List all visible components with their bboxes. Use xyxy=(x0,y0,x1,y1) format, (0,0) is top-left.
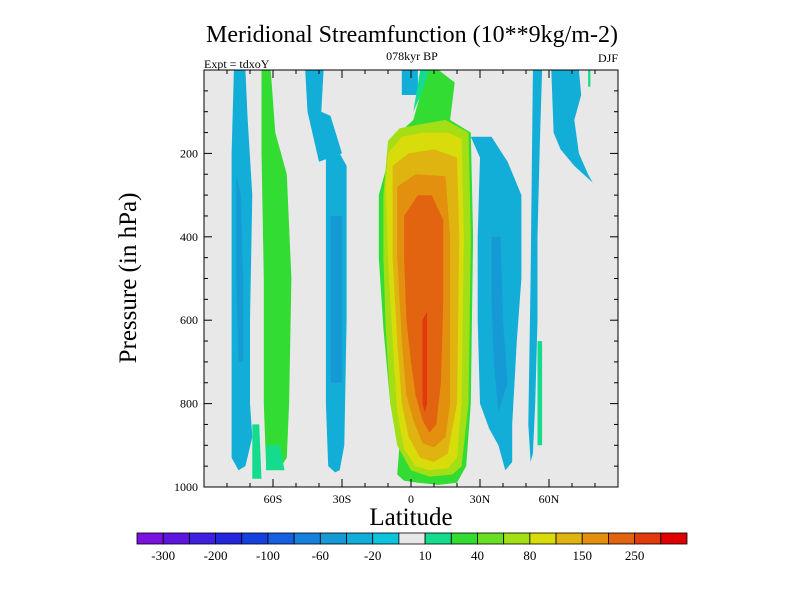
colorbar-swatch xyxy=(241,532,269,545)
colorbar-swatch xyxy=(477,532,505,545)
nh-negative-core xyxy=(491,236,508,412)
colorbar-swatch xyxy=(136,532,164,545)
colorbar-swatch xyxy=(372,532,400,545)
colorbar-swatch xyxy=(319,532,347,545)
sh-ferrel-positive-edge xyxy=(266,445,285,471)
colorbar-swatch xyxy=(215,532,243,545)
colorbar-swatch xyxy=(267,532,295,545)
colorbar-label: 10 xyxy=(419,548,432,563)
y-axis-label: Pressure (in hPa) xyxy=(115,193,142,364)
colorbar-label: 40 xyxy=(471,548,484,563)
winter-hadley-contour-10 xyxy=(413,70,430,112)
axis-ticks: 60S 30S 0 30N 60N 200 400 600 800 1000 xyxy=(174,70,618,506)
x-tick-label: 60S xyxy=(264,492,283,506)
x-axis-label: Latitude xyxy=(369,504,452,531)
colorbar-label: -100 xyxy=(256,548,280,563)
nh-positive-sliver xyxy=(537,341,543,446)
x-tick-label: 0 xyxy=(408,492,414,506)
y-tick-label: 600 xyxy=(180,313,198,327)
colorbar-swatch xyxy=(608,532,636,545)
colorbar-label: 80 xyxy=(523,548,536,563)
colorbar-swatch xyxy=(293,532,321,545)
colorbar-swatch xyxy=(581,532,609,545)
plot-area: 60S 30S 0 30N 60N 200 400 600 800 1000 xyxy=(174,69,619,506)
chart-subtitle-right: DJF xyxy=(598,51,618,65)
colorbar-swatch xyxy=(529,532,557,545)
sh-polar-negative-core xyxy=(236,174,244,362)
colorbar-swatch xyxy=(555,532,583,545)
nh-polar-negative-patch xyxy=(551,70,593,183)
colorbar-swatch xyxy=(660,532,688,545)
chart-subtitle-center: 078kyr BP xyxy=(386,49,438,63)
colorbar-swatch xyxy=(450,532,478,545)
colorbar: -300 -200 -100 -60 -20 10 40 80 150 250 xyxy=(136,532,688,563)
colorbar-swatch xyxy=(634,532,662,545)
colorbar-swatch xyxy=(398,532,426,545)
x-tick-label: 60N xyxy=(539,492,560,506)
sh-ferrel-lower-edge xyxy=(252,424,262,479)
nh-polar-positive-sliver xyxy=(588,70,591,87)
colorbar-label: -60 xyxy=(312,548,329,563)
nh-midlat-negative-strip xyxy=(528,70,543,462)
sh-upper-negative-patch xyxy=(305,70,342,162)
colorbar-label: 150 xyxy=(572,548,592,563)
colorbar-label: -300 xyxy=(151,548,175,563)
y-tick-label: 1000 xyxy=(174,480,198,494)
winter-hadley-contour-200 xyxy=(404,195,444,433)
colorbar-swatch xyxy=(162,532,190,545)
contour-cells xyxy=(231,70,593,485)
tropical-upper-strip xyxy=(401,70,418,95)
colorbar-swatch xyxy=(424,532,452,545)
winter-hadley-contour-250 xyxy=(422,311,428,412)
sh-ferrel-positive-cell xyxy=(261,70,292,471)
y-tick-label: 400 xyxy=(180,230,198,244)
colorbar-swatch xyxy=(188,532,216,545)
colorbar-swatch xyxy=(346,532,374,545)
y-tick-label: 800 xyxy=(180,397,198,411)
colorbar-label: -20 xyxy=(364,548,381,563)
colorbar-label: 250 xyxy=(625,548,645,563)
chart-subtitle-left: Expt = tdxoY xyxy=(204,57,270,71)
y-tick-label: 200 xyxy=(180,146,198,160)
x-tick-label: 30S xyxy=(333,492,352,506)
chart-title: Meridional Streamfunction (10**9kg/m-2) xyxy=(206,22,618,48)
colorbar-swatch xyxy=(503,532,531,545)
x-tick-label: 30N xyxy=(470,492,491,506)
colorbar-label: -200 xyxy=(204,548,228,563)
sh-hadley-negative-core xyxy=(330,215,342,383)
